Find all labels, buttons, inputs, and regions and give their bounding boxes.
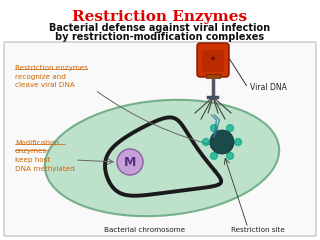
- Circle shape: [227, 125, 234, 132]
- Circle shape: [203, 138, 210, 145]
- Bar: [206, 74, 220, 78]
- Text: by restriction-modification complexes: by restriction-modification complexes: [55, 32, 265, 42]
- Circle shape: [210, 130, 234, 154]
- Text: Restriction site: Restriction site: [231, 227, 285, 233]
- Bar: [207, 96, 219, 99]
- Ellipse shape: [45, 100, 279, 216]
- FancyBboxPatch shape: [4, 42, 316, 236]
- Circle shape: [227, 152, 234, 159]
- Text: Modification
enzymes
keep host
DNA methylated: Modification enzymes keep host DNA methy…: [15, 140, 75, 172]
- Text: M: M: [124, 156, 136, 168]
- Text: Restriction enzymes
recognize and
cleave viral DNA: Restriction enzymes recognize and cleave…: [15, 65, 88, 88]
- Text: Bacterial chromosome: Bacterial chromosome: [104, 227, 186, 233]
- Circle shape: [117, 149, 143, 175]
- Circle shape: [211, 125, 218, 132]
- Text: Restriction Enzymes: Restriction Enzymes: [72, 10, 248, 24]
- FancyBboxPatch shape: [202, 50, 224, 72]
- Circle shape: [211, 152, 218, 159]
- Text: Viral DNA: Viral DNA: [250, 84, 287, 92]
- Text: ♦: ♦: [210, 56, 216, 62]
- FancyBboxPatch shape: [197, 43, 229, 77]
- Text: Bacterial defense against viral infection: Bacterial defense against viral infectio…: [49, 23, 271, 33]
- Circle shape: [235, 138, 242, 145]
